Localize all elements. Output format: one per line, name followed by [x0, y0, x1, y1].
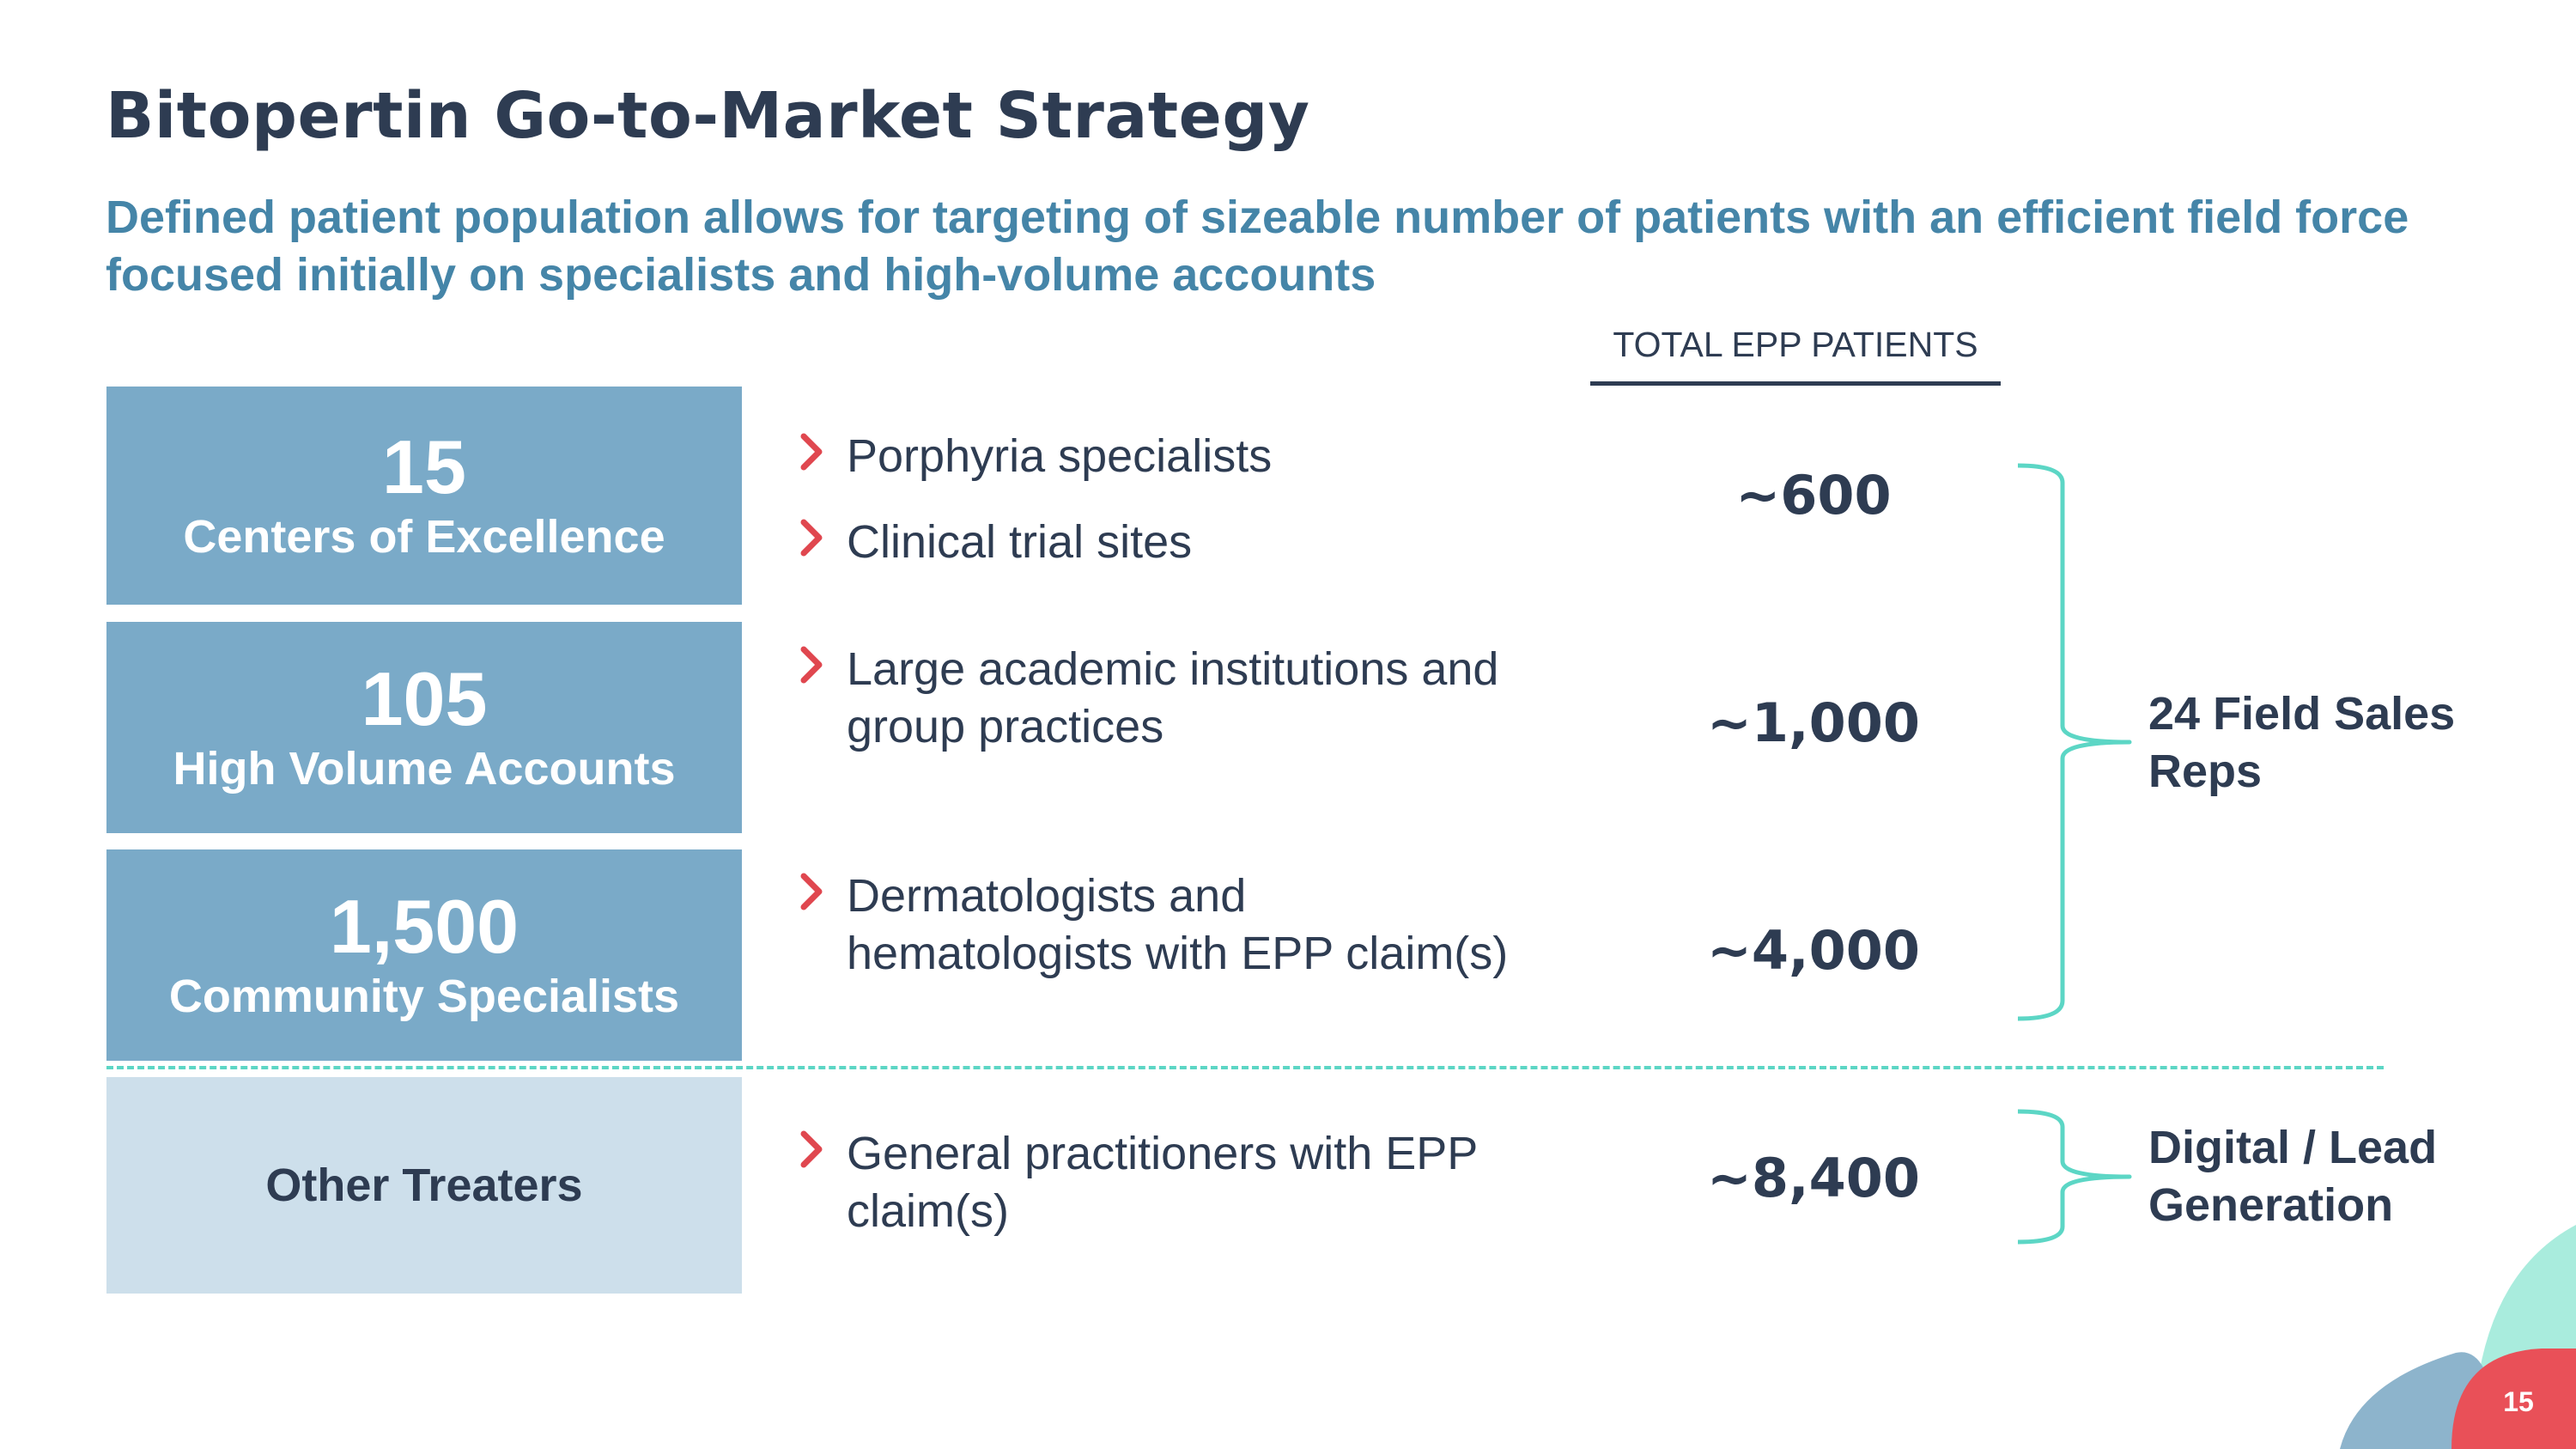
- patient-count-centers-of-excellence: ~600: [1735, 464, 1892, 527]
- bullet-clinical-trial-sites: Clinical trial sites: [799, 514, 1192, 571]
- tier-number: 1,500: [329, 884, 519, 969]
- curly-bracket-field-sales: [2017, 463, 2132, 1021]
- chevron-right-icon: [799, 514, 847, 558]
- tier-divider-dashed-line: [106, 1066, 2384, 1069]
- tier-label: Other Treaters: [265, 1160, 583, 1211]
- bullet-large-academic-institutions: Large academic institutions and group pr…: [799, 641, 1498, 756]
- group-label-digital-lead-generation: Digital / Lead Generation: [2148, 1122, 2438, 1231]
- bullet-general-practitioners: General practitioners with EPP claim(s): [799, 1125, 1478, 1240]
- bullet-text: Porphyria specialists: [847, 430, 1273, 482]
- bullet-text: Dermatologists and hematologists with EP…: [847, 870, 1509, 979]
- tier-label: High Volume Accounts: [173, 743, 676, 795]
- column-header-underline: [1590, 381, 2001, 386]
- chevron-right-icon: [799, 641, 847, 685]
- tier-box-other-treaters: Other Treaters: [106, 1077, 742, 1294]
- page-number: 15: [2503, 1386, 2534, 1417]
- patient-count-other-treaters: ~8,400: [1706, 1147, 1921, 1209]
- tier-label: Community Specialists: [168, 971, 680, 1022]
- chevron-right-icon: [799, 868, 847, 912]
- chevron-right-icon: [799, 1125, 847, 1170]
- tier-box-high-volume-accounts: 105 High Volume Accounts: [106, 622, 742, 833]
- bullet-text: Large academic institutions and group pr…: [847, 643, 1499, 752]
- corner-decoration-red-shape: [2451, 1349, 2576, 1449]
- tier-box-community-specialists: 1,500 Community Specialists: [106, 849, 742, 1061]
- total-epp-patients-header: TOTAL EPP PATIENTS: [1613, 325, 1978, 364]
- slide-subtitle: Defined patient population allows for ta…: [106, 192, 2409, 301]
- group-label-field-sales-reps: 24 Field Sales Reps: [2148, 688, 2456, 797]
- slide-title: Bitopertin Go-to-Market Strategy: [106, 79, 1310, 153]
- tier-number: 15: [382, 424, 466, 509]
- tier-number: 105: [361, 656, 488, 741]
- tier-label: Centers of Excellence: [183, 511, 665, 563]
- chevron-right-icon: [799, 428, 847, 472]
- bullet-text: General practitioners with EPP claim(s): [847, 1128, 1479, 1237]
- curly-bracket-digital: [2017, 1109, 2132, 1245]
- bullet-text: Clinical trial sites: [847, 516, 1193, 568]
- bullet-dermatologists-hematologists: Dermatologists and hematologists with EP…: [799, 868, 1508, 983]
- patient-count-high-volume-accounts: ~1,000: [1706, 691, 1921, 754]
- patient-count-community-specialists: ~4,000: [1706, 919, 1921, 982]
- bullet-porphyria-specialists: Porphyria specialists: [799, 428, 1272, 485]
- tier-box-centers-of-excellence: 15 Centers of Excellence: [106, 387, 742, 605]
